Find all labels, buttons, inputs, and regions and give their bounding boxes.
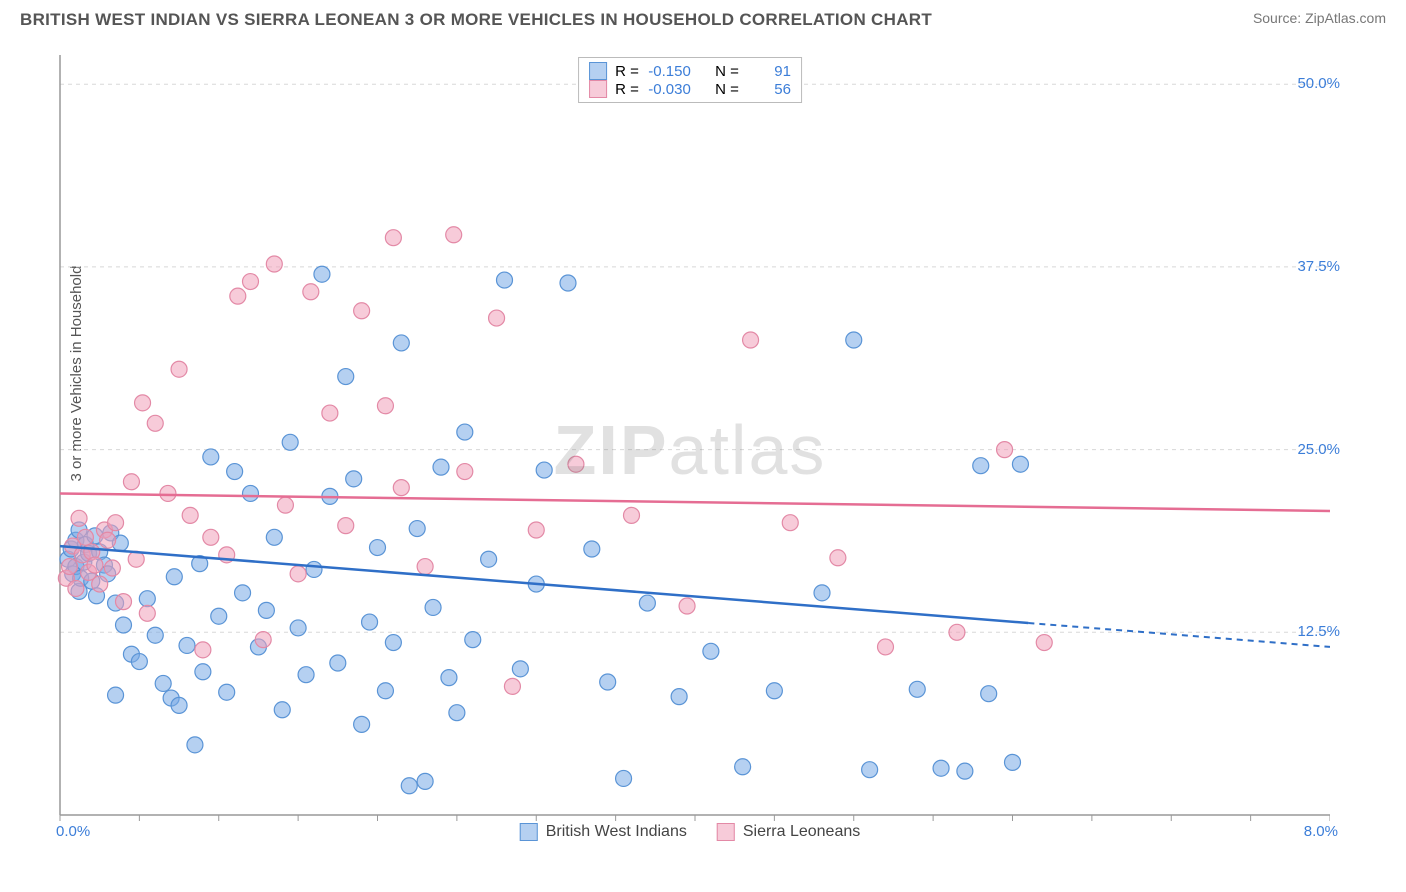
y-tick-label: 37.5% bbox=[1297, 258, 1340, 275]
n-label: N = bbox=[715, 81, 739, 98]
y-tick-label: 12.5% bbox=[1297, 623, 1340, 640]
chart-title: BRITISH WEST INDIAN VS SIERRA LEONEAN 3 … bbox=[20, 10, 932, 30]
y-tick-label: 25.0% bbox=[1297, 441, 1340, 458]
source-attribution: Source: ZipAtlas.com bbox=[1253, 10, 1386, 26]
y-tick-label: 50.0% bbox=[1297, 75, 1340, 92]
r-value-bwi: -0.150 bbox=[647, 63, 691, 80]
x-tick-label: 8.0% bbox=[1290, 823, 1338, 840]
legend-swatch-sl-bottom bbox=[717, 823, 735, 841]
legend-item-sl: Sierra Leoneans bbox=[717, 823, 860, 841]
x-tick-label: 0.0% bbox=[56, 823, 90, 840]
legend-stats: R = -0.150 N = 91 R = -0.030 N = 56 bbox=[578, 57, 802, 103]
legend-stats-row-sl: R = -0.030 N = 56 bbox=[589, 80, 791, 98]
legend-series: British West Indians Sierra Leoneans bbox=[520, 823, 861, 841]
legend-item-bwi: British West Indians bbox=[520, 823, 687, 841]
r-label: R = bbox=[615, 81, 639, 98]
n-value-bwi: 91 bbox=[747, 63, 791, 80]
legend-swatch-sl bbox=[589, 80, 607, 98]
r-value-sl: -0.030 bbox=[647, 81, 691, 98]
legend-stats-row-bwi: R = -0.150 N = 91 bbox=[589, 62, 791, 80]
n-label: N = bbox=[715, 63, 739, 80]
legend-label-sl: Sierra Leoneans bbox=[743, 823, 860, 841]
legend-swatch-bwi bbox=[589, 62, 607, 80]
legend-swatch-bwi-bottom bbox=[520, 823, 538, 841]
chart-area: 3 or more Vehicles in Household ZIPatlas… bbox=[50, 55, 1330, 845]
r-label: R = bbox=[615, 63, 639, 80]
n-value-sl: 56 bbox=[747, 81, 791, 98]
scatter-plot bbox=[50, 55, 1330, 845]
legend-label-bwi: British West Indians bbox=[546, 823, 687, 841]
